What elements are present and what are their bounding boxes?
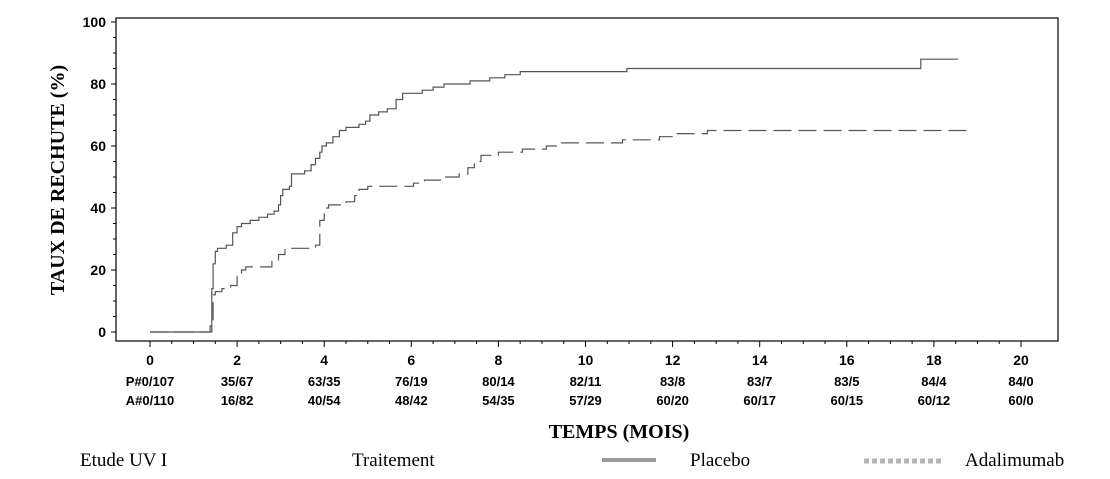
risk-cell: 54/35 — [482, 393, 515, 408]
x-tick-label: 18 — [926, 352, 942, 368]
series-line-adalimumab — [150, 129, 969, 333]
risk-cell: 76/19 — [395, 374, 428, 389]
x-tick-label: 10 — [578, 352, 594, 368]
x-tick-label: 4 — [320, 352, 328, 368]
x-tick-label: 0 — [146, 352, 154, 368]
legend-placebo-label: Placebo — [690, 450, 750, 471]
y-tick-label: 20 — [90, 262, 106, 278]
risk-cell: 60/20 — [656, 393, 689, 408]
risk-cell: 60/0 — [1008, 393, 1033, 408]
x-axis-title: TEMPS (MOIS) — [549, 421, 690, 443]
y-tick-label: 100 — [83, 14, 107, 30]
risk-row-label: P#0/107 — [126, 374, 174, 389]
plot-frame — [115, 17, 1059, 342]
risk-cell: 60/15 — [831, 393, 864, 408]
risk-row-label: A#0/110 — [126, 393, 174, 408]
x-tick-label: 6 — [407, 352, 415, 368]
risk-cell: 60/17 — [743, 393, 776, 408]
risk-cell: 63/35 — [308, 374, 341, 389]
risk-cell: 60/12 — [918, 393, 951, 408]
risk-cell: 84/4 — [921, 374, 947, 389]
risk-cell: 84/0 — [1008, 374, 1033, 389]
risk-cell: 83/8 — [660, 374, 685, 389]
risk-cell: 40/54 — [308, 393, 341, 408]
risk-cell: 83/5 — [834, 374, 859, 389]
y-tick-label: 0 — [98, 324, 106, 340]
x-tick-label: 16 — [839, 352, 855, 368]
x-tick-label: 2 — [233, 352, 241, 368]
y-axis-title: TAUX DE RECHUTE (%) — [47, 65, 69, 295]
risk-table: P#0/107 35/67 63/35 76/19 80/14 82/11 83/8 83/7… — [126, 374, 1034, 408]
legend-adalimumab-label: Adalimumab — [965, 450, 1064, 471]
risk-cell: 82/11 — [570, 374, 602, 389]
risk-cell: 80/14 — [482, 374, 515, 389]
risk-cell: 48/42 — [395, 393, 428, 408]
legend: Etude UV I Traitement Placebo Adalimumab — [80, 450, 1064, 471]
y-tick-label: 40 — [90, 200, 106, 216]
risk-cell: 83/7 — [747, 374, 772, 389]
risk-cell: 35/67 — [221, 374, 254, 389]
x-tick-label: 20 — [1013, 352, 1029, 368]
axis-ticks: 0 20 40 60 80 100 0 2 4 6 8 10 12 14 16 18 20 — [83, 14, 1029, 368]
series-line-placebo — [150, 58, 958, 333]
legend-study: Etude UV I — [80, 450, 167, 471]
x-tick-label: 14 — [752, 352, 768, 368]
risk-cell: 16/82 — [221, 393, 254, 408]
y-tick-label: 80 — [90, 76, 106, 92]
risk-cell: 57/29 — [569, 393, 602, 408]
y-tick-label: 60 — [90, 138, 106, 154]
x-tick-label: 8 — [495, 352, 503, 368]
series-lines — [150, 58, 969, 333]
legend-treatment-label: Traitement — [352, 450, 435, 471]
x-tick-label: 12 — [665, 352, 681, 368]
